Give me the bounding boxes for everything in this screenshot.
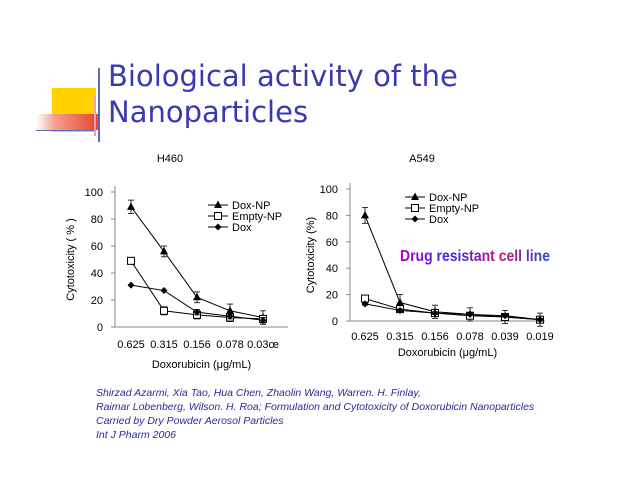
- a549-series-dox-point: [361, 300, 369, 308]
- deco-blue-vertical-line: [98, 68, 100, 142]
- citation: Shirzad Azarmi, Xia Tao, Hua Chen, Zhaol…: [96, 386, 616, 442]
- slide-title-line-2: Nanoparticles: [108, 95, 309, 129]
- a549-y-tick-label: 100: [320, 184, 338, 196]
- h460-series-dox: [127, 281, 267, 324]
- h460-chart-title: H460: [157, 153, 183, 165]
- a549-chart-title: A549: [409, 153, 435, 165]
- a549-x-tick-label: 0.039: [491, 331, 519, 343]
- a549-series-dox-point: [431, 309, 439, 317]
- a549-x-tick-labels: 0.625 0.315 0.156 0.078 0.039 0.019: [351, 331, 554, 343]
- h460-series-dox-point: [193, 308, 201, 316]
- h460-x-tick-label: 0.315: [150, 339, 178, 351]
- h460-x-tick-label: 0.078: [216, 339, 244, 351]
- a549-y-tick-label: 20: [326, 290, 338, 302]
- h460-series-dox-point: [226, 312, 234, 320]
- a549-legend-empty-np-marker: [411, 204, 419, 212]
- a549-y-tick-label: 60: [326, 237, 338, 249]
- h460-x-tick-label: 0.156: [183, 339, 211, 351]
- h460-legend-empty-np-marker: [214, 212, 222, 220]
- h460-legend-dox-marker: [214, 223, 222, 231]
- deco-pink-vertical-line: [94, 96, 96, 136]
- h460-x-tick-label: 0.03œ: [247, 339, 279, 351]
- h460-legend-dox-np-label: Dox-NP: [232, 200, 271, 212]
- a549-y-axis-label: Cytotoxicity (%): [305, 217, 317, 293]
- h460-x-axis-label: Doxorubicin (μg/mL): [152, 359, 251, 371]
- a549-chart: A549 0 20 40 60 80 100 0.625 0.315 0.156 0.078 0.03…: [305, 153, 554, 359]
- h460-series-dox-np-point: [193, 292, 201, 301]
- h460-series-dox-np-point: [160, 246, 168, 255]
- a549-series-dox-np-point: [396, 298, 404, 306]
- h460-series-dox-point: [160, 287, 168, 295]
- a549-series-dox-point: [466, 310, 474, 318]
- citation-line: Shirzad Azarmi, Xia Tao, Hua Chen, Zhaol…: [96, 387, 421, 399]
- a549-series-dox: [361, 300, 544, 324]
- h460-y-tick-label: 40: [91, 268, 103, 280]
- h460-y-tick-label: 60: [91, 241, 103, 253]
- citation-line: Carried by Dry Powder Aerosol Particles: [96, 415, 284, 427]
- a549-legend-empty-np-label: Empty-NP: [429, 203, 479, 215]
- h460-legend-dox-np-marker: [214, 200, 222, 208]
- h460-y-tick-label: 0: [97, 322, 103, 334]
- a549-series-dox-line: [364, 303, 541, 321]
- h460-chart: H460 0 20 40 60 80 100 0.625 0.315 0.156 0.078 0.03…: [65, 153, 288, 371]
- a549-x-tick-label: 0.625: [351, 331, 379, 343]
- a549-x-tick-label: 0.078: [456, 331, 484, 343]
- h460-legend-empty-np-label: Empty-NP: [232, 211, 282, 223]
- h460-y-tick-label: 20: [91, 295, 103, 307]
- deco-red-bar: [36, 114, 98, 130]
- slide-title: Biological activity of the Nanoparticles: [108, 58, 528, 130]
- a549-series-dox-point: [501, 312, 509, 320]
- a549-x-axis-label: Doxorubicin (μg/mL): [398, 347, 497, 359]
- a549-series-dox-point: [396, 306, 404, 314]
- slide-title-line-1: Biological activity of the: [108, 59, 458, 93]
- citation-line: Raimar Lobenberg, Wilson. H. Roa; Formul…: [96, 401, 535, 413]
- h460-y-tick-label: 80: [91, 214, 103, 226]
- a549-x-tick-label: 0.019: [526, 331, 554, 343]
- a549-legend-dox-marker: [411, 215, 419, 223]
- a549-y-tick-label: 0: [332, 316, 338, 328]
- h460-series-dox-np-point: [226, 306, 234, 314]
- a549-annotation-drug-resistant: Drug resistant cell line: [400, 248, 550, 265]
- a549-legend-dox-np-marker: [411, 192, 419, 200]
- h460-x-tick-label: 0.625: [117, 339, 145, 351]
- h460-series-dox-np-point: [127, 202, 135, 210]
- a549-series-dox-np-line: [364, 215, 541, 321]
- h460-y-tick-label: 100: [85, 187, 103, 199]
- a549-x-tick-label: 0.156: [421, 331, 449, 343]
- a549-legend-dox-np-label: Dox-NP: [429, 192, 468, 204]
- a549-x-tick-label: 0.315: [386, 331, 414, 343]
- h460-series-empty-np-point: [160, 306, 168, 315]
- a549-series-empty-np: [361, 294, 544, 324]
- h460-y-axis-label: Cytotoxicity ( % ): [65, 218, 77, 301]
- a549-series-dox-np-point: [361, 210, 369, 219]
- a549-y-tick-label: 40: [326, 263, 338, 275]
- h460-legend-dox-label: Dox: [232, 222, 252, 234]
- citation-line: Int J Pharm 2006: [96, 429, 176, 441]
- h460-series-dox-point: [259, 316, 267, 324]
- a549-series-empty-np-line: [364, 298, 541, 321]
- h460-series-dox-point: [127, 281, 135, 289]
- h460-x-tick-labels: 0.625 0.315 0.156 0.078 0.03œ: [117, 339, 279, 351]
- deco-blue-horizontal-line: [36, 130, 94, 131]
- a549-legend-dox-label: Dox: [429, 214, 449, 226]
- a549-y-tick-label: 80: [326, 210, 338, 222]
- h460-series-empty-np-point: [127, 256, 135, 265]
- a549-series-dox-point: [536, 316, 544, 324]
